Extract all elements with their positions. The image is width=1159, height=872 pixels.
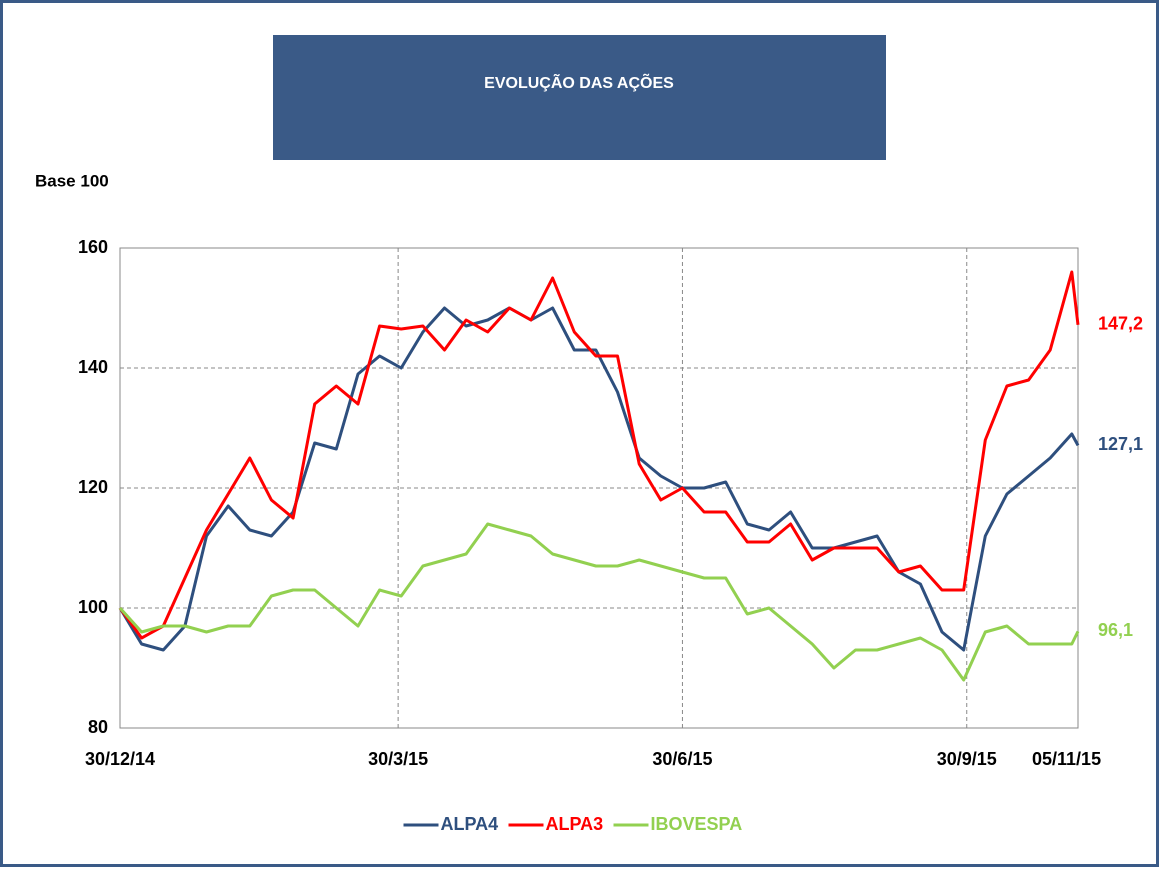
x-tick-label: 05/11/15 — [1032, 749, 1101, 769]
x-tick-label: 30/12/14 — [85, 749, 155, 769]
end-value-label: 127,1 — [1098, 434, 1143, 454]
y-tick-label: 100 — [78, 597, 108, 617]
legend-label: ALPA4 — [441, 814, 499, 834]
series-line — [118, 522, 1080, 682]
chart-title: EVOLUÇÃO DAS AÇÕES — [484, 72, 674, 92]
x-tick-label: 30/3/15 — [368, 749, 428, 769]
series-line — [118, 270, 1080, 640]
legend-label: ALPA3 — [546, 814, 604, 834]
y-tick-label: 160 — [78, 237, 108, 257]
end-value-label: 96,1 — [1098, 620, 1133, 640]
y-tick-label: 140 — [78, 357, 108, 377]
legend-label: IBOVESPA — [651, 814, 743, 834]
y-tick-label: 80 — [88, 717, 108, 737]
y-axis-label: Base 100 — [35, 171, 109, 190]
end-value-label: 147,2 — [1098, 314, 1143, 334]
y-tick-label: 120 — [78, 477, 108, 497]
series-line — [118, 306, 1080, 652]
title-box — [273, 35, 886, 160]
x-tick-label: 30/6/15 — [652, 749, 712, 769]
x-tick-label: 30/9/15 — [937, 749, 997, 769]
